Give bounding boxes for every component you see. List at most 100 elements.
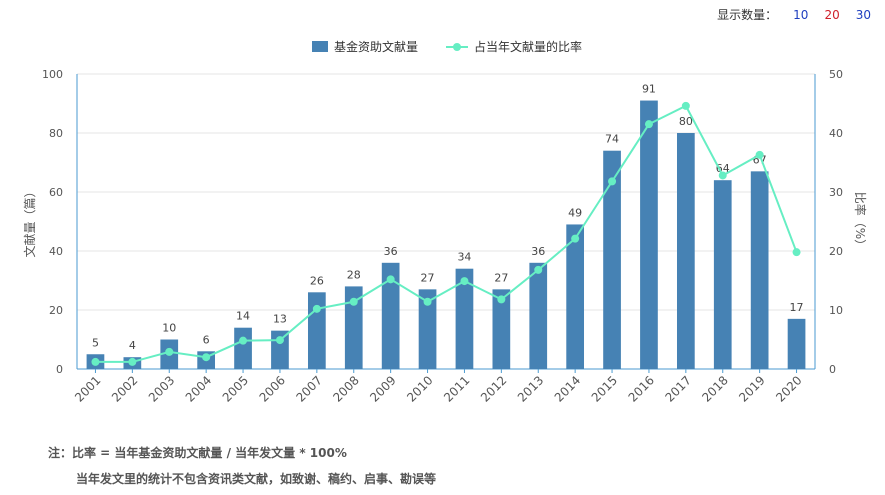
ratio-point (423, 297, 432, 306)
ratio-point (275, 336, 284, 345)
ratio-point (644, 120, 653, 129)
legend-bar-swatch (312, 41, 328, 52)
bar (307, 292, 326, 369)
ratio-point (497, 295, 506, 304)
bar-value-label: 49 (568, 206, 582, 219)
x-tick-label: 2020 (773, 373, 804, 404)
x-tick-label: 2015 (589, 373, 620, 404)
y2-tick-label: 0 (829, 363, 836, 376)
y-tick-label: 80 (49, 127, 63, 140)
count-option-20[interactable]: 20 (824, 7, 840, 22)
count-option-10[interactable]: 10 (793, 7, 809, 22)
ratio-point (349, 297, 358, 306)
y-tick-label: 100 (42, 68, 63, 81)
bar-value-label: 5 (92, 336, 99, 349)
x-tick-label: 2018 (699, 373, 730, 404)
x-tick-label: 2008 (330, 373, 361, 404)
x-tick-label: 2011 (441, 373, 472, 404)
count-option-30[interactable]: 30 (855, 7, 871, 22)
legend-line-marker (453, 43, 461, 51)
ratio-point (91, 357, 100, 366)
ratio-point (460, 277, 469, 286)
bar (713, 180, 732, 369)
ratio-point (386, 275, 395, 284)
bar-value-label: 13 (273, 313, 287, 326)
bar-value-label: 4 (129, 339, 136, 352)
bar (640, 100, 658, 370)
bar-value-label: 80 (679, 115, 693, 128)
x-tick-label: 2009 (367, 373, 398, 404)
x-tick-label: 2012 (478, 373, 509, 404)
bar (492, 289, 511, 369)
bar (344, 286, 363, 369)
bar-value-label: 10 (162, 322, 176, 335)
y2-tick-label: 10 (829, 304, 843, 317)
x-tick-label: 2007 (293, 373, 324, 404)
ratio-point (571, 234, 580, 243)
y-axis-title: 文献量（篇） (22, 185, 37, 257)
y2-tick-label: 30 (829, 186, 843, 199)
x-tick-label: 2002 (109, 373, 140, 404)
ratio-point (608, 177, 617, 186)
ratio-line (95, 104, 798, 363)
bar-value-label: 36 (384, 245, 398, 258)
bar-value-label: 64 (716, 162, 730, 175)
bar-value-label: 26 (310, 274, 324, 287)
x-tick-label: 2013 (515, 373, 546, 404)
x-tick-label: 2001 (72, 373, 103, 404)
bar-value-label: 14 (236, 310, 250, 323)
bar-value-label: 27 (494, 271, 508, 284)
bar (603, 150, 621, 369)
y-tick-label: 0 (56, 363, 63, 376)
bar-value-label: 27 (421, 271, 435, 284)
y-tick-label: 40 (49, 245, 63, 258)
ratio-point (718, 171, 727, 180)
ratio-point (792, 248, 801, 257)
bar-value-label: 74 (605, 133, 619, 146)
bar (234, 327, 252, 369)
count-selector: 显示数量： 10 20 30 (717, 6, 871, 23)
bar (566, 224, 585, 369)
x-tick-label: 2010 (404, 373, 435, 404)
bar (787, 318, 806, 369)
bar-value-label: 28 (347, 268, 361, 281)
ratio-point (165, 347, 174, 356)
ratio-point (312, 304, 321, 313)
y-tick-label: 20 (49, 304, 63, 317)
chart: 基金资助文献量 占当年文献量的比率 0 20 40 60 80 100 0 10 20 30 40 50 文… (22, 39, 868, 405)
count-selector-label: 显示数量： (717, 8, 778, 22)
bar (455, 268, 474, 369)
y2-axis-title: 比率（%） (853, 192, 868, 251)
legend-bar-label: 基金资助文献量 (334, 39, 418, 54)
x-tick-label: 2014 (552, 373, 583, 404)
y2-tick-label: 50 (829, 68, 843, 81)
y2-tick-label: 40 (829, 127, 843, 140)
y2-tick-label: 20 (829, 245, 843, 258)
x-tick-label: 2016 (626, 373, 657, 404)
x-tick-label: 2004 (183, 373, 214, 404)
bar (418, 289, 437, 369)
x-tick-label: 2006 (257, 373, 288, 404)
bar (529, 262, 548, 369)
note-ratio-definition: 注：比率 = 当年基金资助文献量 / 当年发文量 * 100% (48, 446, 347, 460)
notes: 注：比率 = 当年基金资助文献量 / 当年发文量 * 100% 当年发文里的统计… (48, 440, 436, 492)
bar-value-label: 6 (203, 333, 210, 346)
ratio-point (534, 265, 543, 274)
bar-value-label: 34 (457, 251, 471, 264)
legend-line-label: 占当年文献量的比率 (474, 39, 582, 54)
ratio-point (239, 336, 248, 345)
note-exclusion: 当年发文里的统计不包含资讯类文献，如致谢、稿约、启事、勘误等 (76, 472, 437, 486)
ratio-point (681, 101, 690, 110)
ratio-point (202, 353, 211, 362)
x-tick-label: 2019 (736, 373, 767, 404)
ratio-point (755, 150, 764, 159)
x-tick-label: 2003 (146, 373, 177, 404)
bar-value-label: 91 (642, 83, 656, 96)
bar-value-label: 36 (531, 245, 545, 258)
x-tick-label: 2017 (662, 373, 693, 404)
y-tick-label: 60 (49, 186, 63, 199)
bar (750, 171, 769, 369)
bar-value-label: 17 (790, 301, 804, 314)
bar (676, 133, 695, 369)
x-tick-label: 2005 (220, 373, 251, 404)
